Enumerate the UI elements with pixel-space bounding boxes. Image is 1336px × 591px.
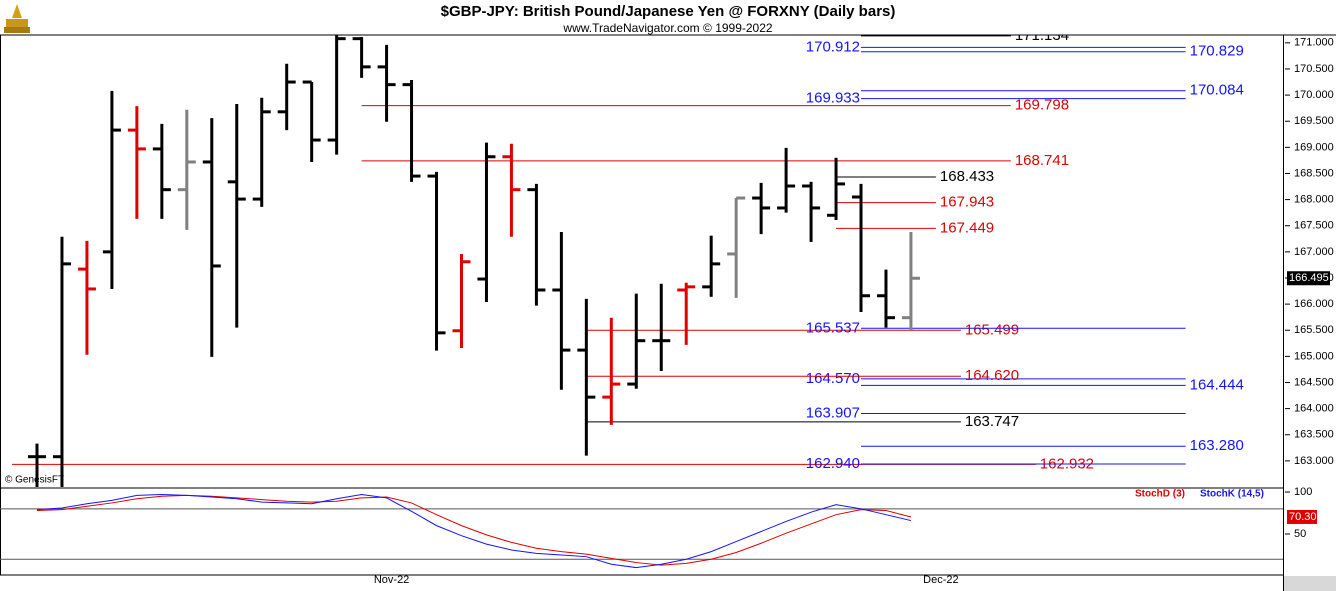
level-label: 168.741 bbox=[1015, 152, 1069, 169]
y-tick-label: 164.000 bbox=[1294, 403, 1334, 415]
y-tick-label: 170.500 bbox=[1294, 63, 1334, 75]
level-label: 163.747 bbox=[965, 413, 1019, 430]
y-tick-label: 166.000 bbox=[1294, 298, 1334, 310]
corner bbox=[1284, 576, 1336, 591]
logo bbox=[4, 4, 30, 33]
last-value-label: 70.30 bbox=[1289, 511, 1317, 523]
y-tick-label: 169.500 bbox=[1294, 115, 1334, 127]
last-price-box bbox=[1287, 271, 1330, 286]
level-label: 164.620 bbox=[965, 367, 1019, 384]
level-label: 170.829 bbox=[1190, 43, 1244, 60]
level-label: 169.798 bbox=[1015, 97, 1069, 114]
watermark: © GenesisFT bbox=[5, 475, 64, 486]
level-label: 163.280 bbox=[1190, 437, 1244, 454]
legend-entry: StochD (3) bbox=[1135, 489, 1185, 500]
stoch-panel bbox=[0, 494, 1283, 569]
level-label: 167.943 bbox=[940, 194, 994, 211]
y-tick-label: 168.000 bbox=[1294, 194, 1334, 206]
stoch-line bbox=[36, 494, 912, 569]
level-label: 170.084 bbox=[1190, 82, 1244, 99]
y-tick-label: 167.000 bbox=[1294, 246, 1334, 258]
y-tick-label: 100 bbox=[1294, 486, 1312, 498]
level-label: 164.444 bbox=[1190, 376, 1244, 393]
y-tick-label: 167.500 bbox=[1294, 220, 1334, 232]
level-label: 171.134 bbox=[1015, 27, 1069, 44]
y-tick-label: 171.000 bbox=[1294, 37, 1334, 49]
y-tick-label: 165.000 bbox=[1294, 350, 1334, 362]
y-tick-label: 164.500 bbox=[1294, 376, 1334, 388]
x-tick-label: Nov-22 bbox=[374, 574, 409, 586]
level-label: 167.449 bbox=[940, 219, 994, 236]
level-label: 165.537 bbox=[806, 319, 860, 336]
last-value-box bbox=[1287, 509, 1317, 524]
level-label: 169.933 bbox=[806, 90, 860, 107]
level-label: 162.940 bbox=[806, 455, 860, 472]
x-tick-label: Dec-22 bbox=[923, 574, 958, 586]
level-label: 163.907 bbox=[806, 404, 860, 421]
level-label: 170.912 bbox=[806, 38, 860, 55]
y-tick-label: 163.500 bbox=[1294, 429, 1334, 441]
price-panel: 162.932162.940163.280163.747163.907164.4… bbox=[12, 27, 1244, 487]
level-label: 164.570 bbox=[806, 370, 860, 387]
annotations: 163.000 163.500 164.000 164.500 165.000 165.5… bbox=[374, 37, 1334, 586]
y-tick-label: 163.000 bbox=[1294, 455, 1334, 467]
level-label: 168.433 bbox=[940, 168, 994, 185]
y-tick-label: 170.000 bbox=[1294, 89, 1334, 101]
y-tick-label: 165.500 bbox=[1294, 324, 1334, 336]
level-label: 165.499 bbox=[965, 321, 1019, 338]
y-tick-label: 50 bbox=[1294, 528, 1306, 540]
y-tick-label: 168.500 bbox=[1294, 167, 1334, 179]
chart-title: $GBP-JPY: British Pound/Japanese Yen @ F… bbox=[441, 3, 896, 20]
legend-entry: StochK (14,5) bbox=[1200, 489, 1264, 500]
chart-subtitle: www.TradeNavigator.com © 1999-2022 bbox=[562, 21, 772, 35]
last-price-label: 166.495 bbox=[1289, 272, 1329, 284]
y-tick-label: 169.000 bbox=[1294, 141, 1334, 153]
